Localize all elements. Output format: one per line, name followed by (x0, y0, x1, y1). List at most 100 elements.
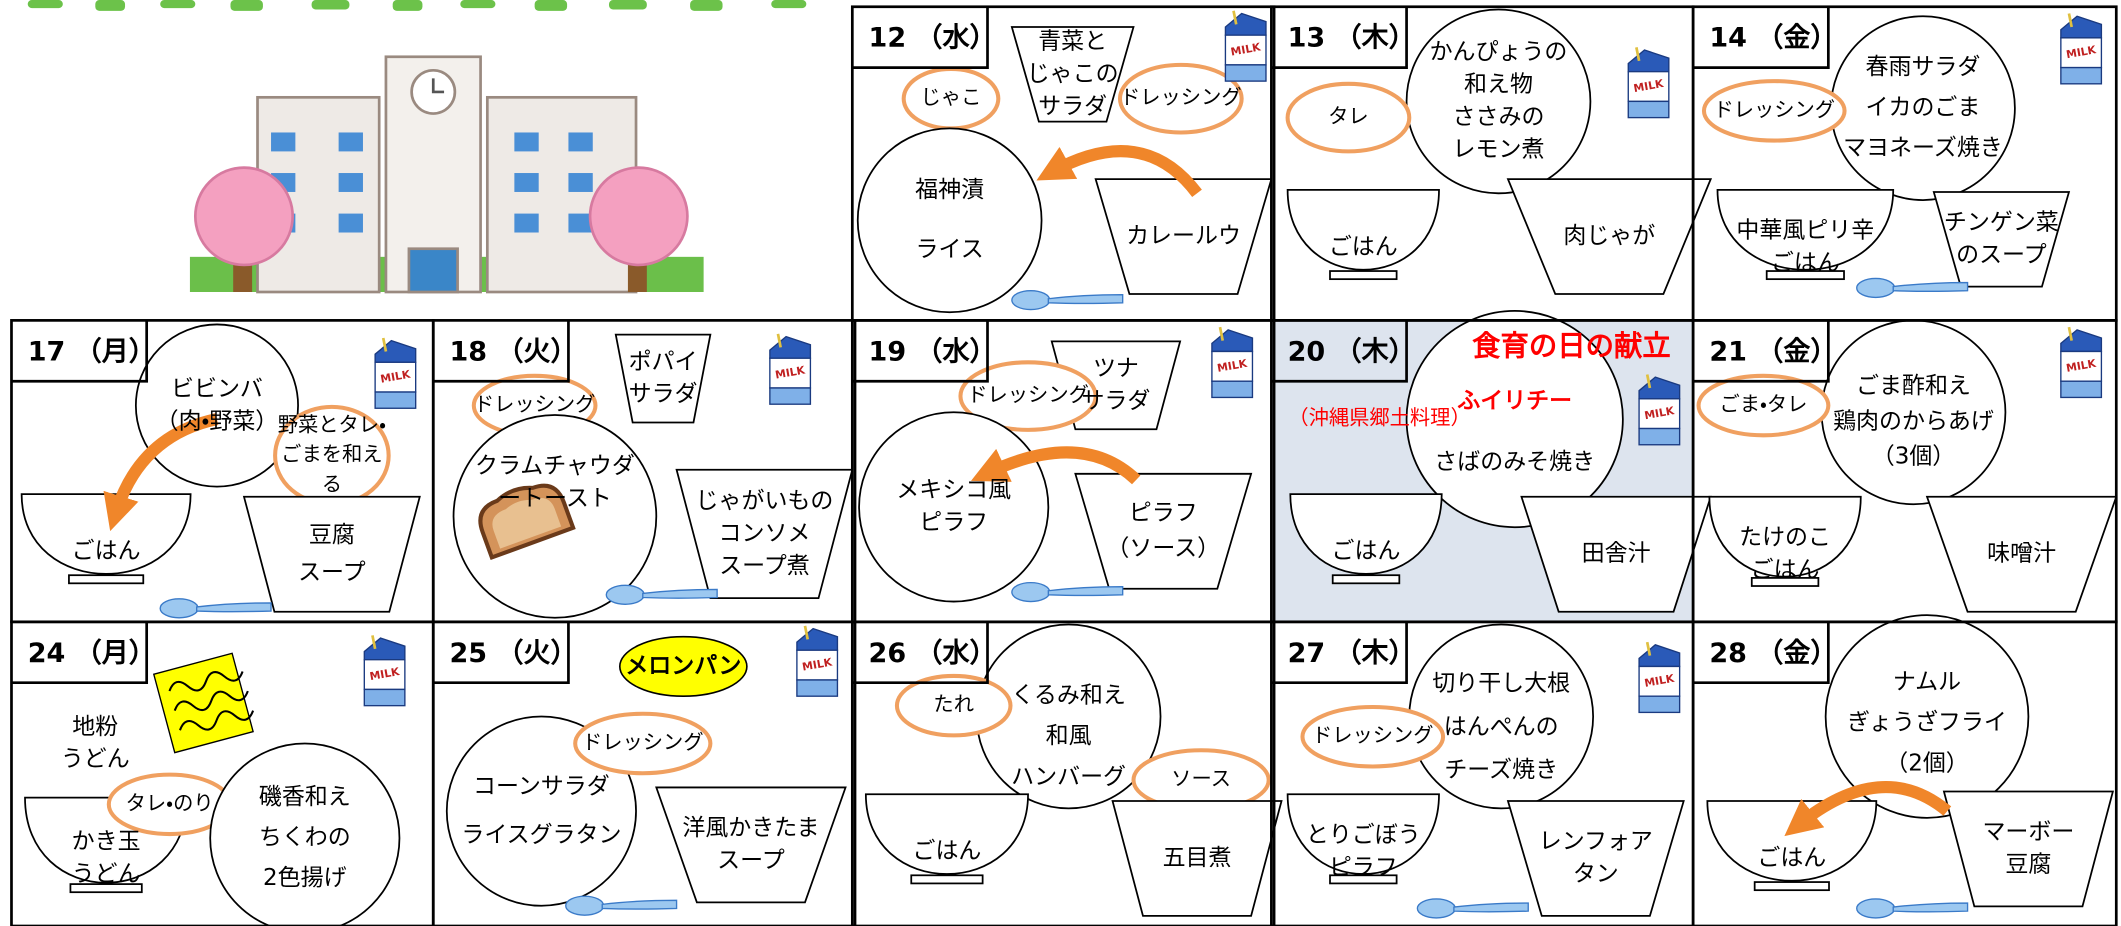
dish-label: じゃこの (1027, 61, 1119, 87)
spoon (1011, 289, 1124, 311)
dish-shapes (20, 8, 2118, 926)
carton-bottom (1211, 380, 1254, 399)
title-fragment (27, 0, 807, 11)
date-label: 24 （月） (28, 638, 156, 669)
date-box (433, 320, 570, 383)
dish-label: ちくわの (259, 825, 351, 851)
milk-label: MILK (774, 363, 806, 381)
spoon-bowl (1856, 898, 1896, 919)
dish-label: サラダ (629, 381, 698, 407)
carton-bottom (1627, 100, 1670, 119)
milk-carton: MILK (1638, 641, 1681, 714)
date-label: 14 （金） (1709, 23, 1837, 54)
dish-plate (1405, 8, 1592, 195)
dish-label: 味噌汁 (1987, 541, 2056, 567)
straw (1645, 374, 1652, 389)
dish-label: スープ (298, 560, 366, 586)
rice-bowl (864, 793, 1029, 875)
milk-label: MILK (2065, 357, 2097, 375)
dish-label: ささみの (1453, 104, 1545, 130)
dish-label: ピラフ (1329, 854, 1398, 880)
date-box (852, 6, 989, 69)
cell-shapes (452, 333, 854, 619)
dish-label: 2色揚げ (263, 865, 347, 891)
spoon (565, 895, 678, 916)
dish-label: クラムチャウダ (475, 453, 635, 479)
dish-label: 田舎汁 (1582, 541, 1651, 567)
cell-shapes (1289, 310, 1712, 613)
dish-label: 中華風ピリ辛 (1736, 218, 1874, 244)
dish-label: ソース (1171, 767, 1231, 791)
milk-label: MILK (1633, 77, 1665, 95)
dish-label: ートースト (498, 485, 612, 511)
soup-bowl (1094, 178, 1273, 295)
dish-label: チンゲン菜 (1944, 210, 2059, 236)
dish-label: ごはん (1332, 538, 1401, 564)
spoon-bowl (605, 584, 645, 605)
cell-decorations: MILK (1638, 374, 1681, 446)
toast-icon (478, 483, 576, 561)
carton-top (2060, 329, 2103, 353)
dish-label: カレールウ (1126, 223, 1241, 249)
dish-label: うどん (61, 746, 130, 772)
milk-label: MILK (1643, 404, 1675, 422)
dish-label: タレ・のり (126, 791, 214, 815)
dish-label: レンフォア (1539, 829, 1653, 855)
milk-label: MILK (369, 665, 401, 683)
date-label: 12 （水） (869, 23, 997, 54)
dish-label: 食育の日の献立 (1472, 329, 1671, 362)
bread-badge (618, 635, 748, 698)
carton-top (374, 339, 417, 363)
soup-bowl (1506, 178, 1713, 295)
sauce-callout (573, 711, 713, 776)
carton-top (769, 335, 812, 359)
carton-bottom (1638, 695, 1681, 714)
sauce-callout (958, 360, 1098, 432)
carton-bottom (1638, 427, 1681, 446)
cell-decorations: MILK (970, 326, 1254, 603)
carton-top (1211, 329, 1254, 353)
date-label: 27 （木） (1288, 638, 1416, 669)
soup-bowl (655, 786, 847, 904)
straw (776, 333, 782, 348)
dish-plate (445, 715, 637, 907)
milk-carton: MILK (363, 635, 406, 707)
carton-body (1638, 398, 1681, 430)
spoon-handle (642, 588, 718, 599)
cell-decorations: MILK (1856, 13, 2103, 299)
soup-bowl (1111, 800, 1283, 917)
dish-label: 和え物 (1464, 72, 1533, 98)
date-label: 20 （木） (1288, 336, 1416, 367)
dish-label: ぎょうざフライ (1847, 709, 2007, 736)
straw (1232, 10, 1238, 25)
soup-bowl (1010, 26, 1135, 123)
dish-label: 五目煮 (1163, 845, 1232, 871)
dish-label: メキシコ風 (896, 477, 1011, 503)
dish-label: サラダ (1081, 388, 1150, 414)
date-box (11, 320, 149, 383)
decorations: MILK MILK MILK MILK MILK MILK MILK MILK MILK MILK… (103, 10, 2103, 919)
cell-shapes (1285, 8, 1713, 295)
carton-bottom (2060, 380, 2103, 399)
straw (803, 625, 810, 640)
milk-label: MILK (379, 368, 411, 386)
dish-label: かんぴょうの (1430, 39, 1568, 65)
dish-label: ライスグラタン (461, 822, 621, 848)
rice-bowl (1706, 800, 1878, 882)
dish-label: うどん (72, 861, 141, 887)
spoon (159, 598, 272, 619)
spoon-bowl (565, 895, 605, 916)
carton-top (2060, 15, 2103, 39)
noodle-icon (152, 652, 255, 754)
dish-label: ピラフ (919, 510, 988, 536)
carton-body (1627, 70, 1670, 103)
arrow (1784, 781, 1952, 837)
bowl-foot (1753, 881, 1830, 892)
dish-label: （沖縄県郷土料理） (1288, 406, 1470, 430)
milk-carton: MILK (2060, 13, 2103, 85)
spoon-bowl (1011, 581, 1051, 603)
sauce-callout (1300, 704, 1446, 769)
